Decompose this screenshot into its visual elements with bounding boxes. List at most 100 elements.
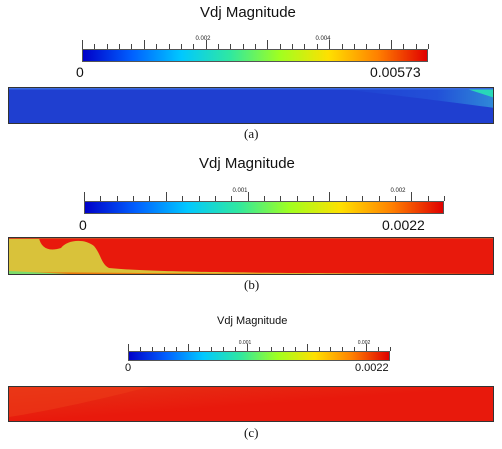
colorbar-tick bbox=[182, 195, 183, 201]
colorbar-tick bbox=[306, 344, 308, 351]
colorbar-tick bbox=[353, 43, 355, 49]
colorbar-min-label: 0 bbox=[125, 362, 132, 374]
colorbar-tick bbox=[411, 192, 413, 201]
colorbar-tick bbox=[390, 346, 391, 351]
colorbar bbox=[84, 201, 444, 214]
colorbar-tick bbox=[341, 43, 343, 49]
colorbar-tick bbox=[193, 43, 194, 49]
panel-caption: (b) bbox=[244, 277, 260, 292]
colorbar bbox=[82, 49, 428, 62]
colorbar-tick bbox=[151, 346, 153, 351]
colorbar-tick bbox=[362, 195, 363, 201]
tick-label: 0.001 bbox=[238, 340, 252, 346]
colorbar-tick bbox=[156, 43, 157, 49]
colorbar-ticks bbox=[128, 344, 391, 351]
colorbar-tick bbox=[280, 195, 282, 201]
colorbar-tick bbox=[390, 40, 392, 49]
colorbar-tick bbox=[279, 43, 281, 49]
field-plot bbox=[8, 237, 494, 275]
colorbar-tick bbox=[428, 43, 429, 49]
colorbar bbox=[128, 351, 390, 361]
colorbar-tick bbox=[255, 43, 256, 49]
colorbar-tick bbox=[82, 40, 83, 49]
colorbar-ticks bbox=[84, 192, 445, 201]
colorbar-tick bbox=[199, 346, 201, 351]
field-plot bbox=[8, 386, 494, 422]
colorbar-tick bbox=[217, 43, 219, 49]
colorbar-tick bbox=[354, 346, 356, 351]
colorbar-tick bbox=[163, 346, 165, 351]
colorbar-tick bbox=[329, 192, 331, 201]
colorbar-tick bbox=[84, 192, 85, 201]
colorbar-tick bbox=[168, 43, 170, 49]
colorbar-tick bbox=[378, 195, 380, 201]
colorbar-tick bbox=[131, 43, 133, 49]
field-plot-graphic bbox=[9, 88, 493, 123]
colorbar-tick bbox=[270, 346, 272, 351]
colorbar-tick bbox=[330, 346, 332, 351]
colorbar-tick bbox=[378, 346, 379, 351]
colorbar-tick bbox=[427, 195, 429, 201]
colorbar-tick bbox=[403, 43, 405, 49]
tick-label: 0.004 bbox=[315, 36, 331, 42]
colorbar-tick bbox=[211, 346, 213, 351]
colorbar-tick bbox=[119, 43, 120, 49]
colorbar-tick bbox=[366, 344, 367, 351]
colorbar-min-label: 0 bbox=[76, 64, 84, 80]
colorbar-tick bbox=[106, 43, 108, 49]
colorbar-tick bbox=[205, 40, 207, 49]
tick-label: 0.001 bbox=[232, 188, 248, 194]
colorbar-tick bbox=[394, 195, 396, 201]
colorbar-tick bbox=[296, 195, 298, 201]
tick-label: 0.002 bbox=[195, 36, 211, 42]
colorbar-max-label: 0.00573 bbox=[370, 64, 421, 80]
colorbar-ticks bbox=[82, 40, 429, 49]
colorbar-tick bbox=[318, 346, 320, 351]
colorbar-max-label: 0.0022 bbox=[382, 217, 425, 233]
colorbar-tick bbox=[198, 195, 200, 201]
colorbar-tick bbox=[294, 346, 296, 351]
colorbar-tick bbox=[366, 43, 367, 49]
panel-caption: (c) bbox=[244, 425, 259, 440]
colorbar-tick bbox=[231, 195, 233, 201]
colorbar-tick bbox=[180, 43, 182, 49]
colorbar-tick bbox=[235, 346, 236, 351]
colorbar-tick bbox=[133, 195, 134, 201]
field-plot-graphic bbox=[9, 387, 493, 421]
colorbar-tick bbox=[223, 346, 225, 351]
panel-caption: (a) bbox=[244, 126, 259, 141]
colorbar-tick bbox=[267, 40, 269, 49]
colorbar-tick bbox=[128, 344, 129, 351]
colorbar-tick bbox=[247, 192, 249, 201]
colorbar-tick bbox=[94, 43, 96, 49]
colorbar-tick bbox=[242, 43, 244, 49]
colorbar-tick bbox=[444, 195, 445, 201]
colorbar-tick bbox=[282, 346, 284, 351]
tick-label: 0.002 bbox=[390, 188, 406, 194]
colorbar-tick bbox=[259, 346, 260, 351]
colorbar-tick bbox=[230, 43, 232, 49]
colorbar-max-label: 0.0022 bbox=[355, 362, 389, 374]
colorbar-tick bbox=[175, 346, 177, 351]
colorbar-tick bbox=[165, 192, 167, 201]
colorbar-tick bbox=[139, 346, 141, 351]
colorbar-title: Vdj Magnitude bbox=[200, 4, 296, 21]
colorbar-title: Vdj Magnitude bbox=[217, 315, 288, 327]
colorbar-tick bbox=[415, 43, 417, 49]
field-plot-graphic bbox=[9, 238, 493, 274]
colorbar-tick bbox=[378, 43, 380, 49]
colorbar-tick bbox=[313, 195, 314, 201]
colorbar-tick bbox=[100, 195, 102, 201]
colorbar-tick bbox=[187, 344, 189, 351]
field-plot bbox=[8, 87, 494, 124]
colorbar-tick bbox=[116, 195, 118, 201]
colorbar-tick bbox=[342, 346, 344, 351]
tick-label: 0.002 bbox=[357, 340, 371, 346]
colorbar-tick bbox=[316, 43, 318, 49]
colorbar-tick bbox=[345, 195, 347, 201]
colorbar-tick bbox=[329, 40, 330, 49]
colorbar-tick bbox=[264, 195, 265, 201]
colorbar-tick bbox=[143, 40, 145, 49]
colorbar-min-label: 0 bbox=[79, 217, 87, 233]
colorbar-tick bbox=[304, 43, 306, 49]
